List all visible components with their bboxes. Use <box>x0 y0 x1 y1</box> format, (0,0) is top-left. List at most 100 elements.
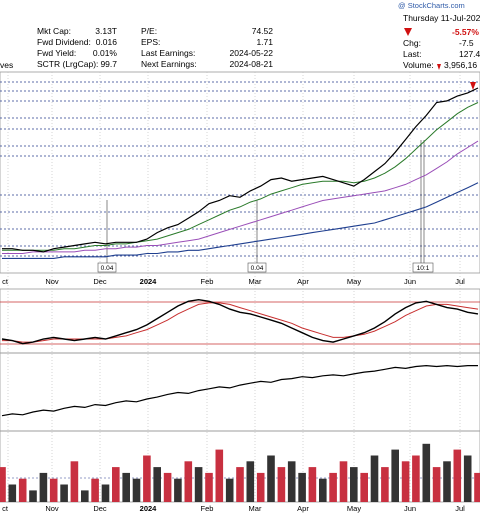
fast-line <box>1 298 479 345</box>
x-tick-label: Jun <box>404 277 416 286</box>
percent-change: -5.57% <box>452 27 479 37</box>
price-panel-frame <box>0 71 480 274</box>
price-series-layer <box>2 87 479 259</box>
stat-label-dividend: Fwd Dividend: <box>37 37 91 47</box>
volume-bar <box>246 461 255 502</box>
x-axis-ticks-top: ct Nov Dec 2024 Feb Mar Apr May Jun Jul <box>2 277 465 286</box>
volume-bar <box>370 455 379 502</box>
annotation-box-3: 10:1 <box>412 262 434 273</box>
stat-value-pe: 74.52 <box>252 26 274 36</box>
stat-value-last-earnings: 2024-05-22 <box>230 48 274 58</box>
x-tick-label: 2024 <box>140 504 158 513</box>
x-tick-label: Jul <box>455 504 465 513</box>
stat-label-sctr: SCTR (LrgCap): <box>37 59 98 69</box>
x-tick-label: Mar <box>249 504 262 513</box>
x-tick-label: Feb <box>201 277 214 286</box>
volume-bar <box>350 467 358 502</box>
down-arrow-icon <box>470 82 476 90</box>
volume-bar <box>432 467 441 502</box>
x-tick-label: Jun <box>404 504 416 513</box>
stat-value-sctr: 99.7 <box>100 59 117 69</box>
volume-bar <box>0 467 6 502</box>
volume-bar <box>163 472 172 502</box>
watermark: @ StockCharts.com <box>398 1 465 10</box>
volume-bar <box>329 472 337 502</box>
volume-bar <box>463 455 472 502</box>
x-tick-label: Dec <box>93 277 107 286</box>
annotation-lines <box>106 140 425 264</box>
x-tick-label: Nov <box>45 277 59 286</box>
volume-bar <box>39 472 48 502</box>
volume-bar <box>267 455 275 502</box>
volume-bar <box>81 490 89 502</box>
annotation-label-3: 10:1 <box>417 265 430 272</box>
x-tick-label: Apr <box>297 277 309 286</box>
volume-value: 3,956,16 <box>444 60 477 70</box>
chart-header: @ StockCharts.com Thursday 11-Jul-202 ve… <box>0 1 480 70</box>
oscillator-series-layer <box>1 298 479 345</box>
annotation-label-1: 0.04 <box>101 265 114 272</box>
x-tick-label: 2024 <box>140 277 158 286</box>
stat-label-yield: Fwd Yield: <box>37 48 76 58</box>
symbol-fragment: ves <box>0 60 13 70</box>
volume-bar <box>70 461 79 502</box>
x-tick-label: May <box>347 504 361 513</box>
volume-bar <box>29 490 37 502</box>
sma50-line <box>2 102 479 251</box>
volume-bar <box>319 478 327 502</box>
volume-bar <box>256 472 265 502</box>
volume-bar <box>49 478 58 502</box>
oscillator-reference-lines <box>0 301 480 345</box>
volume-bar <box>422 443 431 502</box>
volume-bars-layer <box>0 443 480 502</box>
volume-bar <box>8 484 17 502</box>
vertical-gridlines <box>7 72 461 502</box>
indicator-panel-frame <box>0 352 480 432</box>
volume-bar <box>60 484 68 502</box>
date-label: Thursday 11-Jul-202 <box>403 13 480 23</box>
change-label: Chg: <box>403 38 421 48</box>
annotation-label-2: 0.04 <box>251 265 264 272</box>
cumulative-series-layer <box>1 364 478 417</box>
last-label: Last: <box>403 49 421 59</box>
volume-bar <box>453 449 462 502</box>
x-tick-label: Jul <box>455 277 465 286</box>
stat-label-eps: EPS: <box>141 37 160 47</box>
stat-label-mktcap: Mkt Cap: <box>37 26 71 36</box>
stat-value-next-earnings: 2024-08-21 <box>230 59 274 69</box>
volume-bar <box>184 461 193 502</box>
volume-bar <box>153 467 161 502</box>
volume-bar <box>225 478 234 502</box>
volume-bar <box>91 478 99 502</box>
x-tick-label: Apr <box>297 504 309 513</box>
volume-bar <box>287 461 296 502</box>
volume-bar <box>339 461 348 502</box>
volume-bar <box>360 472 368 502</box>
stat-value-eps: 1.71 <box>256 37 273 47</box>
cumulative-line <box>1 364 478 417</box>
volume-bar <box>381 467 389 502</box>
price-gridlines <box>0 81 480 257</box>
x-tick-label: ct <box>2 277 9 286</box>
volume-bar <box>308 467 317 502</box>
x-tick-label: ct <box>2 504 9 513</box>
slow-line <box>2 302 479 343</box>
x-tick-label: Nov <box>45 504 59 513</box>
volume-bar <box>112 467 120 502</box>
stat-value-mktcap: 3.13T <box>95 26 117 36</box>
stat-value-dividend: 0.016 <box>96 37 118 47</box>
volume-bar <box>18 478 27 502</box>
volume-bar <box>122 472 130 502</box>
volume-bar <box>194 467 203 502</box>
volume-bar <box>412 455 420 502</box>
signal-markers <box>437 64 476 90</box>
volume-bar <box>474 472 480 502</box>
volume-bar <box>132 478 141 502</box>
down-arrow-icon <box>437 64 441 70</box>
x-axis-ticks-bottom: ct Nov Dec 2024 Feb Mar Apr May Jun Jul <box>2 504 465 513</box>
change-value: -7.5 <box>459 38 474 48</box>
volume-bar <box>174 478 182 502</box>
volume-bar <box>205 472 213 502</box>
volume-bar <box>101 484 110 502</box>
